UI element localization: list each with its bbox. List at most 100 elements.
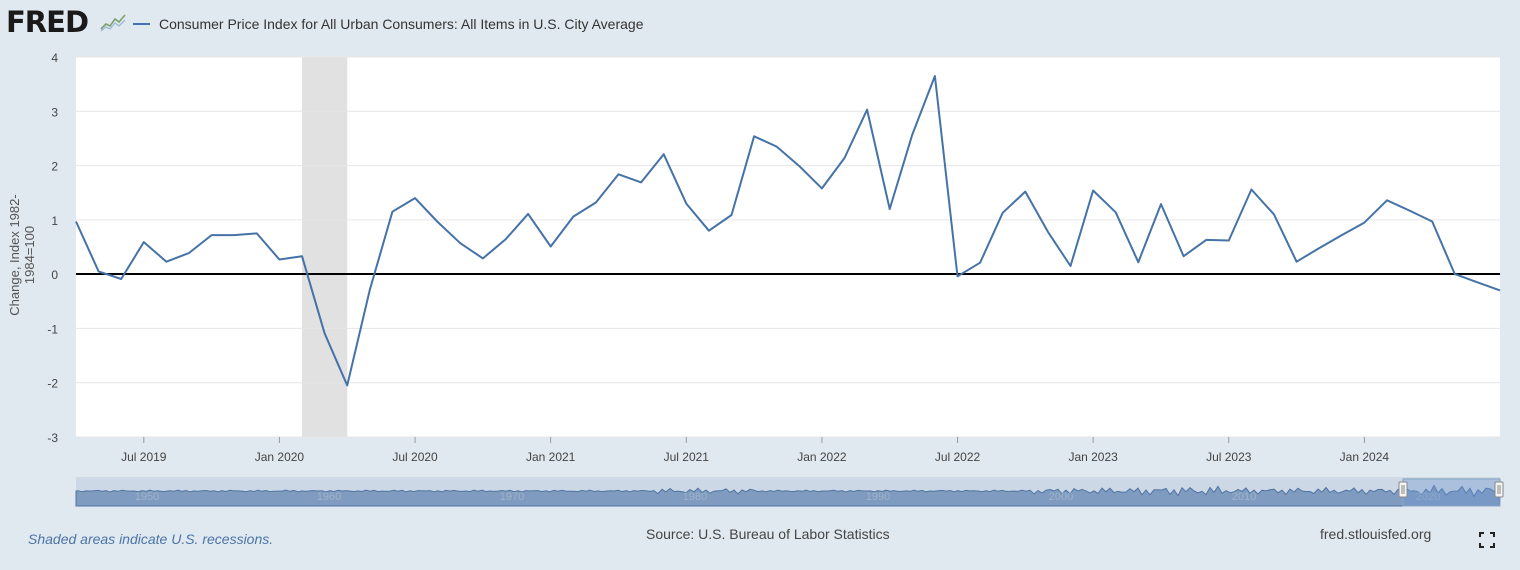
data-point [887,207,892,212]
chart-legend[interactable]: Consumer Price Index for All Urban Consu… [133,16,644,32]
navigator-decade-labels: 1950 1960 1970 1980 1990 2000 2010 2020 [135,491,1440,503]
data-point [978,260,983,265]
data-point [345,383,350,388]
data-point [1158,202,1163,207]
data-point [1091,188,1096,193]
data-point [1249,187,1254,192]
data-point [797,164,802,169]
data-point [322,331,327,336]
data-point [413,196,418,201]
x-tick-label: Jan 2022 [797,450,847,464]
data-point [684,201,689,206]
data-point [1271,212,1276,217]
recession-shading-layer [302,57,348,437]
series-line [75,75,1501,387]
data-point [141,240,146,245]
x-tick-label: Jan 2021 [526,450,576,464]
data-point [209,233,214,238]
chart-plot[interactable]: 4 3 2 1 0 -1 -2 -3 Jul 2019 Jan 2020 Jul 2020 Jan … [0,0,1520,520]
data-point [480,256,485,261]
x-tick-label: Jan 2020 [255,450,305,464]
data-point [232,233,237,238]
navigator-selected-range [1402,478,1501,507]
data-point [1430,219,1435,224]
y-tick-label: 3 [51,105,58,119]
navigator-right-handle [1494,481,1504,498]
data-point [1407,208,1412,213]
y-tick-label: 1 [51,214,58,228]
series-layer [74,74,1501,388]
data-point [571,214,576,219]
data-point [1294,259,1299,264]
fullscreen-icon[interactable] [1479,532,1495,548]
navigator-decade-label: 1950 [135,491,159,503]
data-point [842,155,847,160]
data-point [96,269,101,274]
data-point [254,231,259,236]
data-point [1317,246,1322,251]
navigator-decade-label: 1980 [683,491,707,503]
x-tick-label: Jul 2020 [392,450,438,464]
data-point [1475,280,1480,285]
data-point [119,277,124,282]
y-tick-label: 4 [51,51,58,65]
data-point [932,74,937,79]
data-point [616,172,621,177]
data-point [367,287,372,292]
data-point [593,200,598,205]
x-axis-ticks: Jul 2019 Jan 2020 Jul 2020 Jan 2021 Jul 2021… [121,437,1389,464]
navigator-decade-label: 2010 [1232,491,1256,503]
fred-graph-icon [100,12,126,32]
data-point [955,274,960,279]
data-point [819,186,824,191]
navigator-left-handle [1398,481,1408,498]
data-point [661,152,666,157]
data-point [1181,254,1186,259]
data-point [752,134,757,139]
data-point [1339,233,1344,238]
data-point [187,250,192,255]
fred-logo[interactable]: FRED [6,5,89,39]
data-point [503,237,508,242]
data-point [1113,210,1118,215]
data-point [1204,237,1209,242]
navigator-decade-label: 1990 [866,491,890,503]
data-point [639,180,644,185]
y-tick-label: -1 [47,322,58,336]
data-point [1384,198,1389,203]
data-point [1452,272,1457,277]
data-point [548,244,553,249]
y-tick-label: 2 [51,160,58,174]
y-axis-ticks: 4 3 2 1 0 -1 -2 -3 [47,51,58,445]
navigator-decade-label: 1970 [500,491,524,503]
y-tick-label: 0 [51,268,58,282]
site-link[interactable]: fred.stlouisfed.org [1320,526,1432,542]
gridlines [76,56,1500,438]
data-point [526,211,531,216]
legend-swatch [133,23,150,25]
data-point [435,220,440,225]
data-point [774,144,779,149]
data-point [1023,189,1028,194]
legend-label: Consumer Price Index for All Urban Consu… [159,16,644,32]
data-point [1226,238,1231,243]
data-point [164,259,169,264]
recession-note: Shaded areas indicate U.S. recessions. [28,531,274,547]
data-point [910,132,915,137]
data-point [1362,220,1367,225]
data-point [74,219,79,224]
data-point [458,241,463,246]
data-point [1136,260,1141,265]
data-point [1000,210,1005,215]
x-tick-label: Jan 2024 [1340,450,1390,464]
x-tick-label: Jul 2021 [664,450,710,464]
x-tick-label: Jan 2023 [1068,450,1118,464]
data-point [1045,229,1050,234]
navigator-decade-label: 2020 [1416,491,1440,503]
x-tick-label: Jul 2022 [935,450,981,464]
data-point [1068,264,1073,269]
data-point [277,257,282,262]
chart-header: FRED Consumer Price Index for All Urban … [0,0,1520,46]
plot-background [76,57,1500,437]
y-tick-label: -3 [47,431,58,445]
